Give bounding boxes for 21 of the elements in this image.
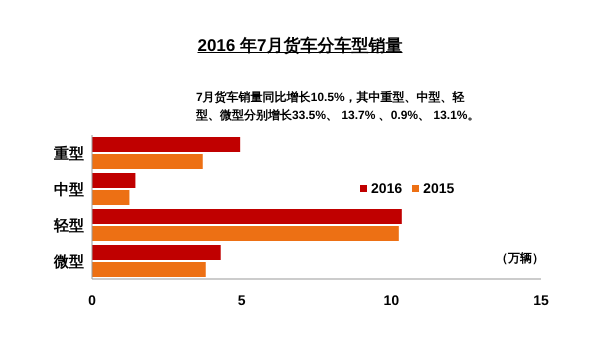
annotation: （万辆） (496, 250, 544, 267)
legend-label: 2015 (423, 180, 454, 196)
y-tick-label: 轻型 (53, 217, 84, 234)
bar (92, 190, 130, 205)
legend-label: 2016 (371, 180, 402, 196)
bar (92, 137, 240, 152)
text: 7月货车销量同比增长10.5%，其中重型、中型、轻型、微型分别增长33.5%、 13.7% 、0.9%、 13.1%。 (196, 89, 480, 124)
x-tick-label: 15 (533, 292, 549, 308)
y-tick-label: 重型 (53, 145, 84, 162)
bar (92, 226, 399, 241)
bar (92, 154, 203, 169)
y-tick-label: 微型 (53, 253, 84, 270)
bar (92, 245, 221, 260)
y-tick-label: 中型 (54, 181, 84, 198)
bar (92, 209, 402, 224)
bar (92, 173, 136, 188)
chart-title: 2016 年7月货车分车型销量 (196, 35, 404, 57)
x-tick-label: 0 (88, 292, 96, 308)
x-tick-label: 10 (384, 292, 400, 308)
x-tick-label: 5 (238, 292, 246, 308)
bar (92, 262, 206, 277)
